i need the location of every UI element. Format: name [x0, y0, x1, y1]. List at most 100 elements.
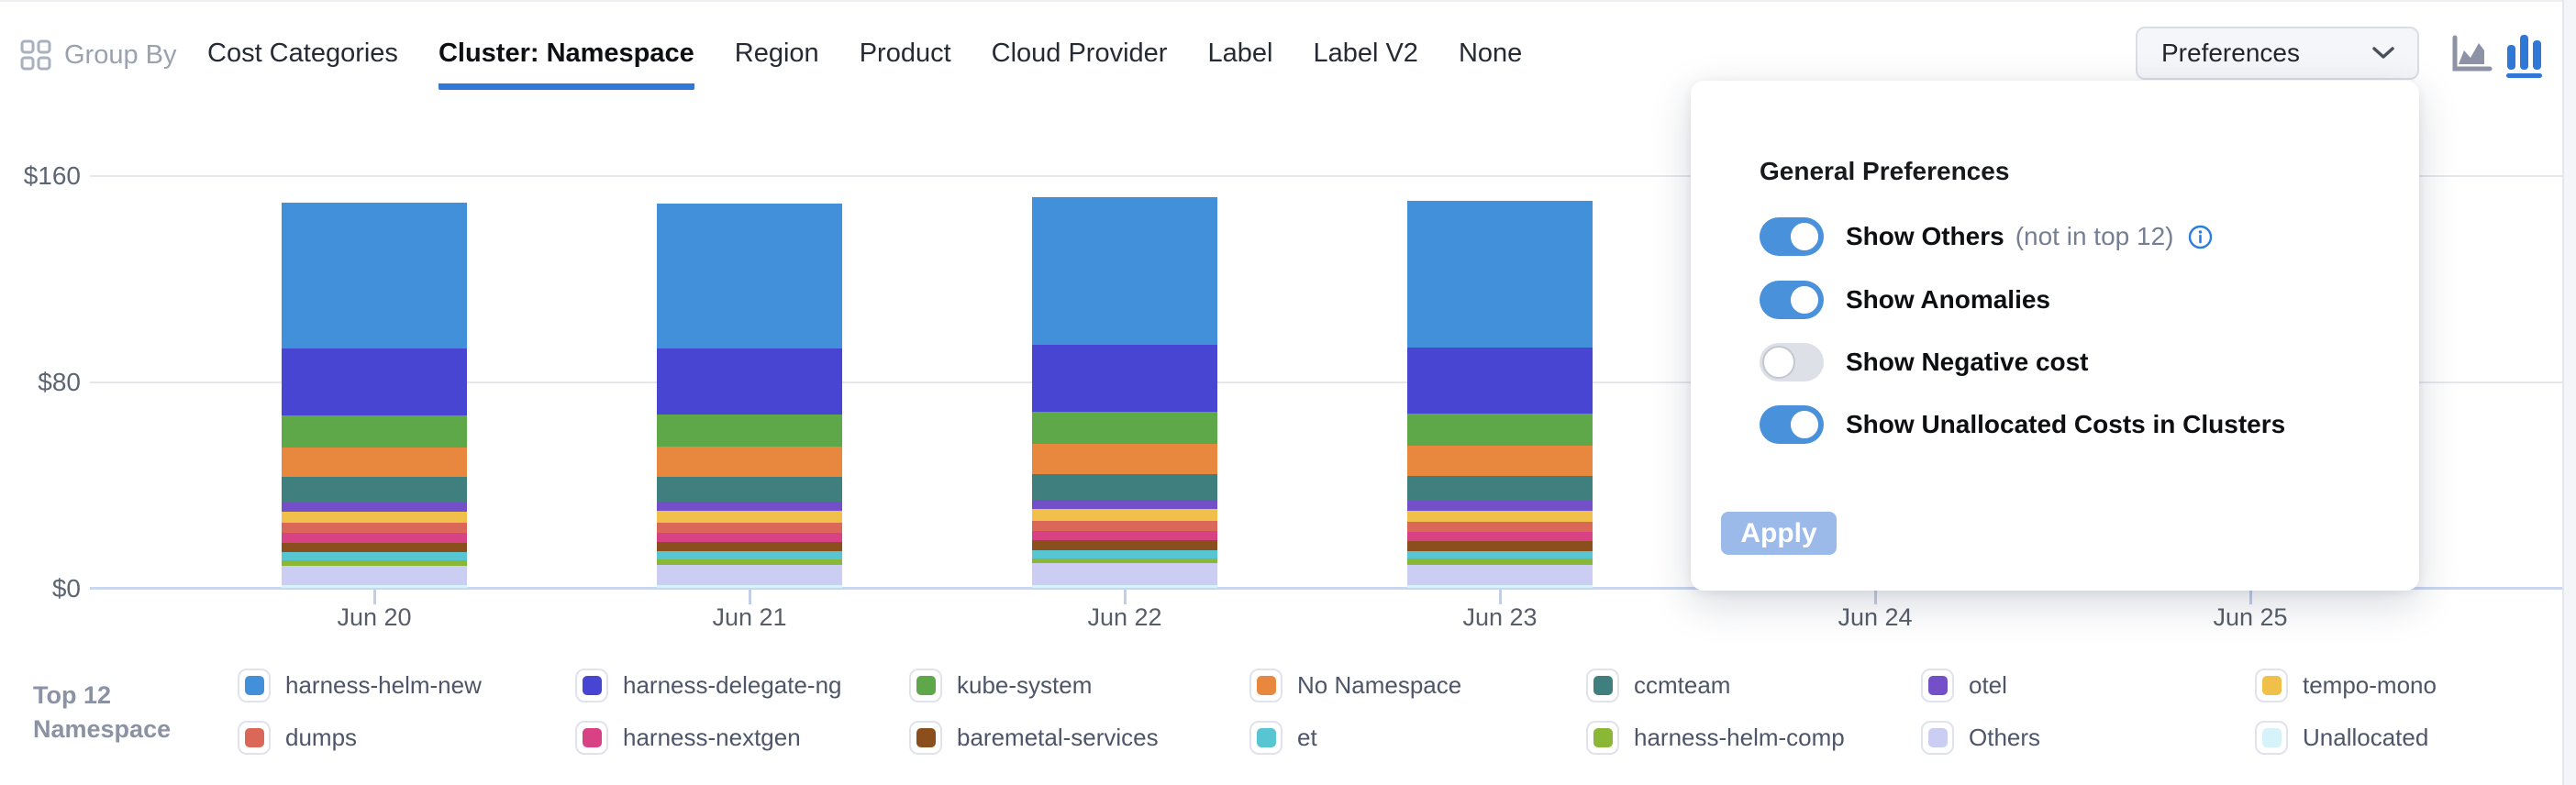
legend-item-harness-nextgen[interactable]: harness-nextgen [575, 720, 801, 755]
info-icon[interactable] [2188, 225, 2213, 249]
bar-segment-harness-helm-comp[interactable] [1407, 558, 1593, 565]
legend-item-dumps[interactable]: dumps [238, 720, 357, 755]
bar-segment-dumps[interactable] [1407, 522, 1593, 532]
bar-segment-baremetal-services[interactable] [282, 542, 467, 552]
bar-segment-no-namespace[interactable] [1032, 444, 1217, 474]
area-chart-icon[interactable] [2450, 35, 2493, 73]
bar-segment-dumps[interactable] [1032, 520, 1217, 531]
legend-item-harness-delegate-ng[interactable]: harness-delegate-ng [575, 668, 842, 702]
bar-segment-harness-helm-comp[interactable] [657, 559, 842, 565]
legend-item-otel[interactable]: otel [1921, 668, 2007, 702]
bar-segment-kube-system[interactable] [282, 415, 467, 448]
bar-segment-ccmteam[interactable] [282, 477, 467, 503]
bar-segment-tempo-mono[interactable] [657, 511, 842, 523]
tab-region[interactable]: Region [734, 39, 819, 68]
bar-segment-no-namespace[interactable] [282, 447, 467, 478]
tab-none[interactable]: None [1458, 39, 1523, 68]
legend-swatch-et [1249, 720, 1282, 755]
legend-swatch-harness-nextgen [575, 720, 608, 755]
apply-button[interactable]: Apply [1721, 512, 1837, 555]
bar-segment-unallocated[interactable] [1407, 585, 1593, 588]
legend-item-others[interactable]: Others [1921, 720, 2040, 755]
bar-segment-kube-system[interactable] [1032, 411, 1217, 445]
bar-segment-otel[interactable] [1032, 499, 1217, 510]
right-scroll-gutter[interactable] [2562, 0, 2576, 785]
bar-segment-baremetal-services[interactable] [657, 541, 842, 552]
bar-segment-harness-helm-comp[interactable] [1032, 558, 1217, 564]
bar-chart-icon[interactable] [2505, 30, 2544, 78]
legend-item-harness-helm-comp[interactable]: harness-helm-comp [1586, 720, 1845, 755]
bar-segment-harness-helm-new[interactable] [1032, 197, 1217, 346]
legend-swatch-color [1593, 727, 1613, 747]
tab-cloud-provider[interactable]: Cloud Provider [991, 39, 1168, 68]
bar-segment-tempo-mono[interactable] [1407, 510, 1593, 522]
toggle-knob [1762, 346, 1795, 379]
legend-item-et[interactable]: et [1249, 720, 1317, 755]
toggle-show-anomalies[interactable] [1760, 281, 1824, 319]
bar-segment-kube-system[interactable] [1407, 414, 1593, 447]
legend-item-ccmteam[interactable]: ccmteam [1586, 668, 1730, 702]
legend-item-baremetal-services[interactable]: baremetal-services [909, 720, 1159, 755]
preferences-dropdown[interactable]: Preferences [2136, 27, 2419, 80]
bar-segment-others[interactable] [657, 564, 842, 586]
legend-title-line1: Top 12 [33, 681, 112, 709]
tab-cluster-namespace[interactable]: Cluster: Namespace [438, 35, 694, 90]
bar-segment-unallocated[interactable] [282, 585, 467, 588]
bar-segment-harness-helm-comp[interactable] [282, 559, 467, 566]
bar-segment-unallocated[interactable] [657, 585, 842, 588]
bar-segment-harness-nextgen[interactable] [657, 532, 842, 542]
bar-segment-others[interactable] [1032, 563, 1217, 586]
legend-swatch-color [1593, 675, 1613, 695]
bar-segment-unallocated[interactable] [1032, 585, 1217, 588]
stacked-bar-jun-20 [282, 203, 467, 588]
bar-segment-harness-delegate-ng[interactable] [657, 348, 842, 415]
bar-segment-et[interactable] [282, 551, 467, 560]
bar-segment-et[interactable] [1032, 549, 1217, 558]
stacked-bar-jun-22 [1032, 197, 1217, 588]
bar-segment-tempo-mono[interactable] [1032, 509, 1217, 521]
bar-segment-harness-helm-new[interactable] [282, 203, 467, 349]
bar-segment-harness-delegate-ng[interactable] [282, 348, 467, 415]
bar-segment-et[interactable] [657, 551, 842, 560]
legend-item-unallocated[interactable]: Unallocated [2255, 720, 2428, 755]
bar-segment-others[interactable] [1407, 564, 1593, 586]
bar-segment-harness-nextgen[interactable] [282, 533, 467, 543]
bar-segment-no-namespace[interactable] [657, 447, 842, 477]
bar-segment-kube-system[interactable] [657, 415, 842, 448]
tab-cost-categories[interactable]: Cost Categories [207, 39, 398, 68]
legend-title: Top 12 Namespace [33, 679, 171, 746]
legend-swatch-color [582, 675, 602, 695]
bar-segment-harness-helm-new[interactable] [1407, 201, 1593, 348]
bar-segment-baremetal-services[interactable] [1032, 540, 1217, 550]
bar-segment-ccmteam[interactable] [1407, 475, 1593, 502]
bar-segment-otel[interactable] [1407, 501, 1593, 511]
legend-item-no-namespace[interactable]: No Namespace [1249, 668, 1461, 702]
legend-item-harness-helm-new[interactable]: harness-helm-new [238, 668, 482, 702]
bar-segment-harness-helm-new[interactable] [657, 204, 842, 349]
tab-label[interactable]: Label [1207, 39, 1273, 68]
tab-product[interactable]: Product [859, 39, 951, 68]
bar-segment-harness-delegate-ng[interactable] [1407, 347, 1593, 415]
toggle-show-others[interactable] [1760, 217, 1824, 256]
bar-segment-otel[interactable] [282, 502, 467, 513]
bar-segment-baremetal-services[interactable] [1407, 541, 1593, 551]
bar-segment-dumps[interactable] [282, 523, 467, 534]
bar-segment-no-namespace[interactable] [1407, 446, 1593, 476]
bar-segment-harness-delegate-ng[interactable] [1032, 345, 1217, 412]
bar-segment-ccmteam[interactable] [657, 476, 842, 503]
toggle-show-negative-cost[interactable] [1760, 343, 1824, 381]
gridline-160 [90, 175, 2563, 177]
tab-label-v2[interactable]: Label V2 [1313, 39, 1418, 68]
bar-segment-harness-nextgen[interactable] [1032, 530, 1217, 541]
legend-item-kube-system[interactable]: kube-system [909, 668, 1092, 702]
bar-segment-et[interactable] [1407, 550, 1593, 558]
toggle-row-show-unallocated-costs-in-clusters: Show Unallocated Costs in Clusters [1760, 405, 2285, 444]
bar-segment-otel[interactable] [657, 502, 842, 512]
toggle-show-unallocated-costs-in-clusters[interactable] [1760, 405, 1824, 444]
bar-segment-dumps[interactable] [657, 522, 842, 533]
bar-segment-harness-nextgen[interactable] [1407, 531, 1593, 542]
bar-segment-others[interactable] [282, 565, 467, 586]
bar-segment-tempo-mono[interactable] [282, 512, 467, 524]
bar-segment-ccmteam[interactable] [1032, 473, 1217, 500]
legend-item-tempo-mono[interactable]: tempo-mono [2255, 668, 2437, 702]
